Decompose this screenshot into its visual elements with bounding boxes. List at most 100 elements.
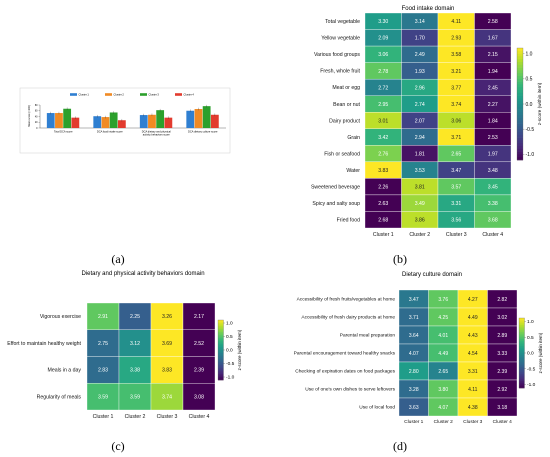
heatmap-cell-value: 1.70 bbox=[415, 36, 425, 42]
colorbar-step bbox=[218, 365, 224, 367]
heatmap-cell-value: 3.71 bbox=[451, 135, 461, 141]
colorbar-step bbox=[218, 366, 224, 369]
colorbar-step bbox=[517, 70, 523, 74]
colorbar-step bbox=[517, 48, 523, 52]
colorbar-step bbox=[519, 344, 525, 347]
colorbar-step bbox=[519, 379, 525, 382]
colorbar-step bbox=[519, 372, 525, 375]
colorbar-step bbox=[218, 333, 224, 336]
heatmap-cell-value: 3.06 bbox=[451, 118, 461, 124]
colorbar-step bbox=[519, 374, 525, 377]
colorbar-step bbox=[218, 324, 224, 327]
heatmap-cell-value: 3.14 bbox=[415, 19, 425, 25]
bar-chart-category-line: activity behaviors score bbox=[143, 133, 171, 137]
heatmap-cell-value: 4.49 bbox=[468, 315, 478, 321]
heatmap-cell-value: 3.76 bbox=[438, 297, 448, 303]
bar-chart-legend-swatch bbox=[105, 93, 112, 96]
heatmap-cell-value: 2.95 bbox=[378, 102, 388, 108]
heatmap-cell-value: 2.52 bbox=[194, 341, 204, 347]
bar-chart-legend-label: Cluster 1 bbox=[79, 93, 90, 97]
bar-chart-bar bbox=[148, 114, 156, 128]
colorbar-step bbox=[517, 115, 523, 119]
colorbar-step bbox=[218, 348, 224, 351]
heatmap-cell-value: 3.47 bbox=[409, 297, 419, 303]
panel-b-label: (b) bbox=[393, 252, 407, 266]
heatmap-dietary-culture: Accessibility of fresh fruits/vegetables… bbox=[294, 289, 518, 425]
bar-chart-legend-swatch bbox=[70, 93, 77, 96]
bar-chart-bar bbox=[202, 106, 211, 128]
bar-chart-y-tick-label: 20 bbox=[35, 121, 38, 124]
colorbar-step bbox=[519, 349, 525, 352]
colorbar-step bbox=[218, 362, 224, 364]
colorbar-dietary-culture: 1.0 0.5 0.0 -0.5 -1.0 z-score (within item) bbox=[518, 317, 543, 389]
bar-chart-legend-label: Cluster 2 bbox=[114, 93, 125, 97]
heatmap-dietary-behaviors: Vigorous exercise 2.91 2.25 3.26 2.17 Effort … bbox=[7, 302, 216, 420]
heatmap-row-label: Regularity of meals bbox=[37, 394, 82, 400]
heatmap-cell-value: 4.01 bbox=[438, 333, 448, 339]
colorbar-step bbox=[517, 118, 523, 122]
heatmap-column-label: Cluster 2 bbox=[409, 232, 430, 238]
colorbar-step bbox=[218, 360, 224, 363]
colorbar-step bbox=[218, 347, 224, 349]
colorbar-label: z-score (within item) bbox=[237, 329, 242, 370]
heatmap-cell bbox=[182, 383, 216, 411]
heatmap-cell-value: 3.86 bbox=[415, 218, 425, 224]
heatmap-cell-value: 2.53 bbox=[488, 135, 498, 141]
bar-chart-legend-label: Cluster 4 bbox=[184, 93, 195, 97]
colorbar-tick-label: 0.0 bbox=[226, 348, 233, 354]
colorbar-label: z-score (within item) bbox=[537, 82, 543, 125]
heatmap-cell-value: 3.45 bbox=[488, 185, 498, 191]
colorbar-step bbox=[519, 346, 525, 349]
heatmap-cell-value: 4.11 bbox=[451, 19, 461, 25]
colorbar-step bbox=[218, 338, 224, 340]
heatmap-cell bbox=[487, 397, 518, 417]
colorbar-step bbox=[517, 143, 523, 147]
heatmap-row-label: Vigorous exercise bbox=[40, 314, 81, 320]
colorbar-tick-label: -1.0 bbox=[527, 382, 536, 388]
heatmap-cell-value: 3.38 bbox=[488, 201, 498, 207]
bar-chart-y-tick-label: 80 bbox=[35, 104, 38, 107]
colorbar-step bbox=[519, 351, 525, 354]
heatmap-cell-value: 2.82 bbox=[497, 297, 507, 303]
panel-d-label: (d) bbox=[393, 439, 407, 453]
heatmap-column-label: Cluster 3 bbox=[157, 414, 178, 420]
heatmap-cell-value: 3.21 bbox=[451, 69, 461, 75]
heatmap-cell-value: 4.25 bbox=[438, 315, 448, 321]
colorbar-step bbox=[517, 59, 523, 63]
heatmap-column-label: Cluster 3 bbox=[463, 419, 483, 425]
heatmap-row-label: Use of one's own dishes to serve leftove… bbox=[305, 387, 395, 393]
heatmap-cell-value: 3.33 bbox=[497, 351, 507, 357]
colorbar-step bbox=[517, 98, 523, 102]
heatmap-cell-value: 2.25 bbox=[130, 314, 140, 320]
heatmap-row-label: Fish or seafood bbox=[324, 151, 360, 157]
bar-chart-bar bbox=[139, 115, 148, 128]
heatmap-cell-value: 2.65 bbox=[438, 369, 448, 375]
colorbar-step bbox=[519, 325, 525, 328]
colorbar-step bbox=[218, 359, 224, 361]
colorbar-tick-label: -1.0 bbox=[526, 152, 535, 158]
heatmap-cell bbox=[118, 383, 152, 411]
heatmap-cell-value: 3.74 bbox=[451, 102, 461, 108]
colorbar-step bbox=[517, 146, 523, 150]
heatmap-cell-value: 3.81 bbox=[415, 185, 425, 191]
colorbar-step bbox=[218, 336, 224, 339]
colorbar-step bbox=[519, 321, 525, 324]
bar-chart-marks bbox=[46, 104, 219, 128]
colorbar-dietary-behaviors: 1.0 0.5 0.0 -0.5 -1.0z-score (within item) bbox=[217, 319, 242, 381]
colorbar-label: z-score (within item) bbox=[538, 332, 543, 373]
colorbar-step bbox=[519, 382, 525, 385]
colorbar-step bbox=[218, 341, 224, 343]
heatmap-cell-value: 3.59 bbox=[98, 394, 108, 400]
colorbar-step bbox=[517, 92, 523, 96]
heatmap-cell-value: 4.38 bbox=[468, 405, 478, 411]
bar-chart-bar bbox=[63, 108, 72, 128]
bar-chart-bar bbox=[71, 117, 80, 128]
heatmap-cell-value: 3.57 bbox=[451, 185, 461, 191]
colorbar-step bbox=[519, 354, 525, 357]
colorbar-step bbox=[519, 386, 525, 389]
heatmap-cell-value: 1.94 bbox=[488, 69, 498, 75]
colorbar-tick-label: -1.0 bbox=[226, 375, 235, 381]
bar-chart-y-tick-label: 0 bbox=[36, 127, 38, 130]
heatmap-column-label: Cluster 1 bbox=[373, 232, 394, 238]
heatmap-cell bbox=[86, 356, 120, 384]
